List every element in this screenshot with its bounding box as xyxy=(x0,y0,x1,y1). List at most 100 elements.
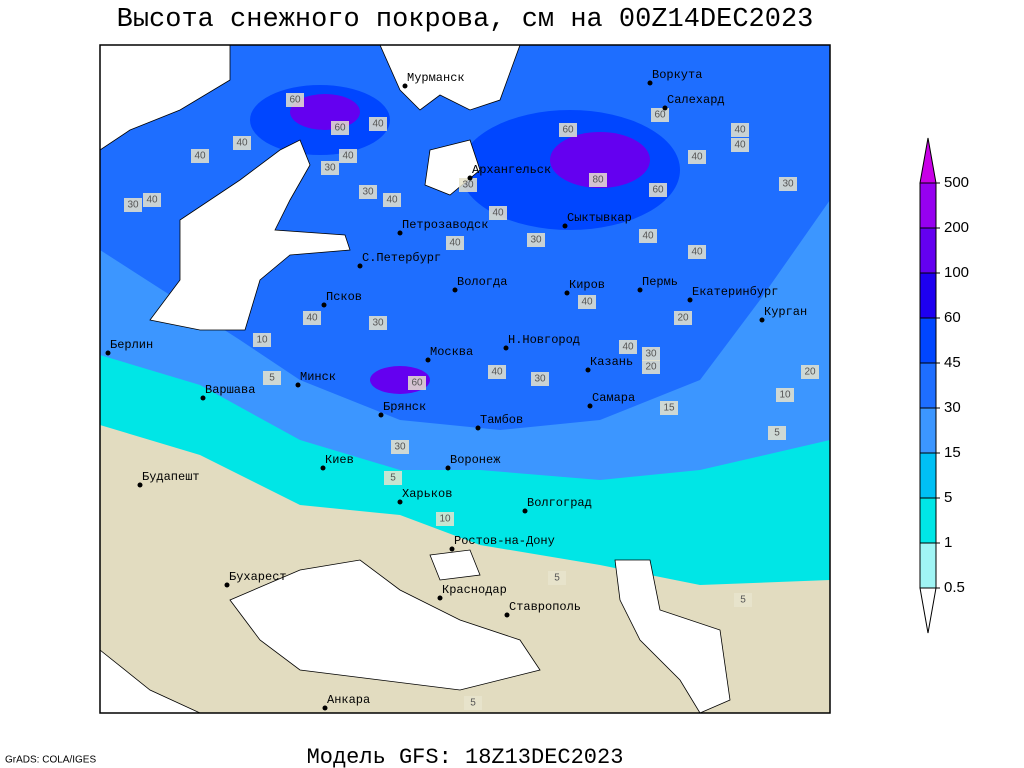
contour-label: 5 xyxy=(554,573,560,584)
city-label: Курган xyxy=(764,305,807,319)
city-label: Будапешт xyxy=(142,470,200,484)
city-dot xyxy=(687,297,693,303)
city-dot xyxy=(357,263,363,269)
contour-label: 40 xyxy=(372,119,384,130)
contour-label-box xyxy=(339,149,357,163)
contour-label-box xyxy=(191,149,209,163)
contour-label: 40 xyxy=(734,140,746,151)
contour-label-box xyxy=(124,198,142,212)
contour-label-box xyxy=(801,365,819,379)
contour-label: 5 xyxy=(470,698,476,709)
contour-label: 40 xyxy=(642,231,654,242)
contour-label: 10 xyxy=(779,390,791,401)
city-label: Екатеринбург xyxy=(692,285,778,299)
city-label: Пермь xyxy=(642,275,678,289)
contour-label: 40 xyxy=(734,125,746,136)
city-dot xyxy=(224,582,230,588)
contour-label-box xyxy=(578,295,596,309)
city-dot xyxy=(637,287,643,293)
contour-label-box xyxy=(391,440,409,454)
city-label: Харьков xyxy=(402,487,452,501)
contour-label-box xyxy=(768,426,786,440)
contour-label: 5 xyxy=(740,595,746,606)
contour-label-box xyxy=(619,340,637,354)
colorbar-label: 200 xyxy=(944,219,969,236)
city-label: Салехард xyxy=(667,93,725,107)
contour-label: 40 xyxy=(236,138,248,149)
city-label: Сыктывкар xyxy=(567,211,632,225)
colorbar-label: 45 xyxy=(944,354,961,371)
city-dot xyxy=(322,705,328,711)
contour-label: 40 xyxy=(691,247,703,258)
contour-label-box xyxy=(303,311,321,325)
contour-label-box xyxy=(408,376,426,390)
city-label: Вологда xyxy=(457,275,507,289)
city-dot xyxy=(564,290,570,296)
colorbar-tri-high xyxy=(919,137,937,184)
contour-label-box xyxy=(359,185,377,199)
city-label: Волгоград xyxy=(527,496,592,510)
contour-label-box xyxy=(383,193,401,207)
contour-label: 60 xyxy=(562,125,574,136)
colorbar-segment xyxy=(919,272,937,319)
contour-label-box xyxy=(464,696,482,710)
city-dot xyxy=(585,367,591,373)
colorbar-label: 30 xyxy=(944,399,961,416)
contour-label: 40 xyxy=(581,297,593,308)
contour-label-box xyxy=(731,138,749,152)
city-label: Самара xyxy=(592,391,635,405)
contour-label: 30 xyxy=(362,187,374,198)
city-dot xyxy=(475,425,481,431)
city-dot xyxy=(295,382,301,388)
contour-label: 60 xyxy=(411,378,423,389)
contour-label: 40 xyxy=(691,152,703,163)
contour-label-box xyxy=(776,388,794,402)
contour-label: 20 xyxy=(677,313,689,324)
colorbar-segment xyxy=(919,362,937,409)
contour-label: 30 xyxy=(372,318,384,329)
contour-label-box xyxy=(651,108,669,122)
city-dot xyxy=(437,595,443,601)
contour-label-box xyxy=(527,233,545,247)
contour-label-box xyxy=(331,121,349,135)
city-dot xyxy=(449,546,455,552)
city-dot xyxy=(397,230,403,236)
contour-label-box xyxy=(639,229,657,243)
city-label: Брянск xyxy=(383,400,426,414)
contour-label-box xyxy=(731,123,749,137)
city-label: Петрозаводск xyxy=(402,218,488,232)
contour-label-box xyxy=(488,365,506,379)
city-dot xyxy=(378,412,384,418)
contour-label-box xyxy=(779,177,797,191)
snow-100 xyxy=(550,132,650,188)
contour-label-box xyxy=(734,593,752,607)
contour-label-box xyxy=(489,206,507,220)
colorbar-segment xyxy=(919,542,937,589)
contour-label: 20 xyxy=(804,367,816,378)
city-label: Берлин xyxy=(110,338,153,352)
colorbar-segment xyxy=(919,452,937,499)
contour-label: 30 xyxy=(782,179,794,190)
contour-label: 30 xyxy=(324,163,336,174)
colorbar-label: 100 xyxy=(944,264,969,281)
contour-label-box xyxy=(253,333,271,347)
city-dot xyxy=(452,287,458,293)
contour-label: 40 xyxy=(622,342,634,353)
city-dot xyxy=(105,350,111,356)
city-label: Варшава xyxy=(205,383,255,397)
contour-label: 60 xyxy=(654,110,666,121)
contour-label: 5 xyxy=(390,473,396,484)
contour-label: 40 xyxy=(449,238,461,249)
contour-label: 40 xyxy=(146,195,158,206)
contour-label-box xyxy=(589,173,607,187)
map: 60 60 40 40 40 30 40 30 40 30 40 30 40 40 30 40 60 40 40 40… xyxy=(100,45,830,713)
contour-label: 30 xyxy=(530,235,542,246)
city-dot xyxy=(759,317,765,323)
contour-label: 40 xyxy=(492,208,504,219)
city-label: Краснодар xyxy=(442,583,507,597)
colorbar-segment xyxy=(919,227,937,274)
contour-label-box xyxy=(674,311,692,325)
contour-label-box xyxy=(369,117,387,131)
